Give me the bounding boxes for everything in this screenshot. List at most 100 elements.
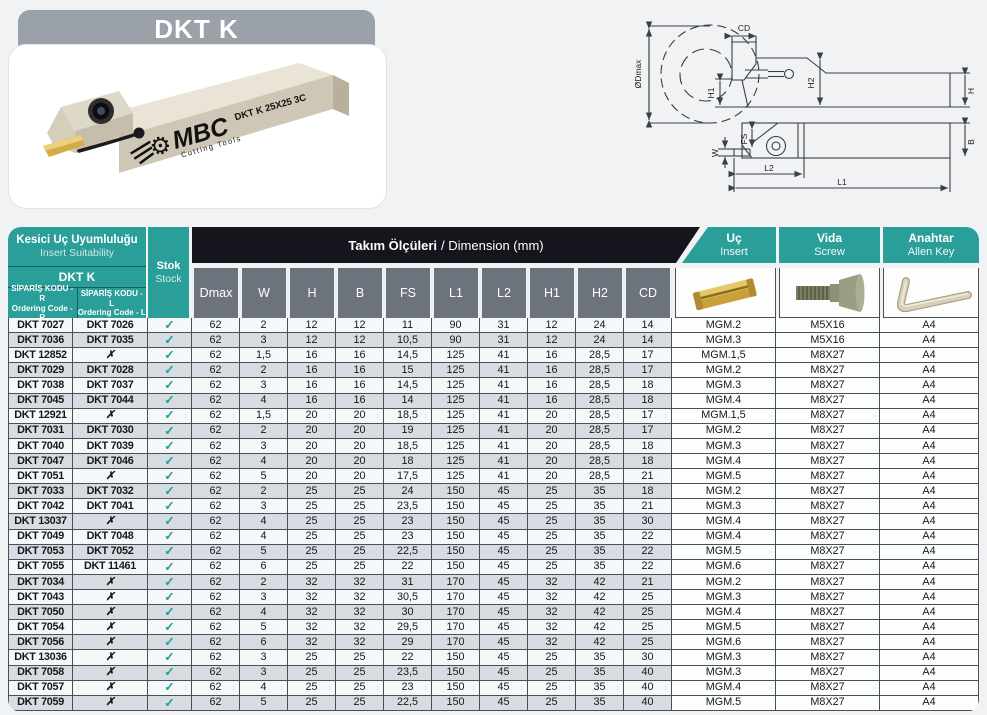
dim-label-h1: H1	[706, 87, 716, 98]
dim-h2: 28,5	[576, 378, 624, 394]
dim-b: 12	[336, 333, 384, 349]
screw-type: M8X27	[776, 544, 880, 560]
allen-key-image-cell	[883, 268, 979, 318]
dim-b: 32	[336, 620, 384, 636]
dim-dmax: 62	[192, 529, 240, 545]
stock-check: ✓	[148, 650, 192, 666]
dim-l2: 41	[480, 363, 528, 379]
dim-h: 32	[288, 605, 336, 621]
allen-key-type: A4	[880, 363, 979, 379]
insert-type: MGM.3	[672, 665, 776, 681]
dim-fs: 17,5	[384, 469, 432, 485]
dim-h1: 25	[528, 559, 576, 575]
dim-dmax: 62	[192, 635, 240, 651]
table-row: DKT 13037 ✗ ✓ 62 4 25 25 23 150 45 25 35 30 MGM.4 M8X2…	[8, 514, 979, 530]
dim-w: 6	[240, 635, 288, 651]
ordering-code-l: DKT 7028	[73, 363, 148, 379]
ordering-code-r: DKT 7050	[8, 605, 73, 621]
dim-cd: 22	[624, 559, 672, 575]
stock-check: ✓	[148, 469, 192, 485]
allen-key-type: A4	[880, 499, 979, 515]
ordering-code-r-header: SİPARİŞ KODU - R Ordering Code - R	[8, 284, 78, 322]
dim-fs: 14,5	[384, 348, 432, 364]
ordering-code-l: ✗	[73, 514, 148, 530]
screw-type: M8X27	[776, 393, 880, 409]
stock-check: ✓	[148, 635, 192, 651]
dim-cd: 30	[624, 650, 672, 666]
table-row: DKT 7031 DKT 7030 ✓ 62 2 20 20 19 125 41 20 28,5 17 M…	[8, 423, 979, 439]
dim-w: 2	[240, 423, 288, 439]
product-table: Kesici Uç Uyumluluğu Insert Suitability …	[8, 227, 979, 712]
ordering-code-r: DKT 7045	[8, 393, 73, 409]
ordering-code-r: DKT 7057	[8, 680, 73, 696]
screw-type: M5X16	[776, 318, 880, 334]
dim-cd: 17	[624, 363, 672, 379]
dim-h1: 32	[528, 605, 576, 621]
dim-l1: 150	[432, 484, 480, 500]
dim-cd: 21	[624, 499, 672, 515]
dim-l1: 170	[432, 620, 480, 636]
screw-type: M5X16	[776, 333, 880, 349]
dim-w: 2	[240, 574, 288, 590]
insert-type: MGM.4	[672, 605, 776, 621]
ordering-code-l: ✗	[73, 605, 148, 621]
dim-h1: 20	[528, 408, 576, 424]
dim-h2: 42	[576, 635, 624, 651]
wing-icon	[130, 140, 155, 165]
ordering-code-l: DKT 7048	[73, 529, 148, 545]
ordering-code-r: DKT 7034	[8, 574, 73, 590]
dim-h1: 16	[528, 348, 576, 364]
dim-cd: 17	[624, 348, 672, 364]
dim-l2: 31	[480, 318, 528, 334]
allen-key-type: A4	[880, 650, 979, 666]
allen-key-type: A4	[880, 423, 979, 439]
allen-key-type: A4	[880, 393, 979, 409]
flex-slot	[77, 132, 139, 153]
dim-dmax: 62	[192, 333, 240, 349]
dim-h1: 32	[528, 620, 576, 636]
insert-type: MGM.5	[672, 620, 776, 636]
dim-w: 4	[240, 529, 288, 545]
screw-column-header: Vida Screw	[779, 227, 880, 263]
insert-type: MGM.4	[672, 514, 776, 530]
dim-h: 25	[288, 559, 336, 575]
ordering-code-r: DKT 7053	[8, 544, 73, 560]
product-photo-card: ⚙ MBC Cutting Tools DKT K 25X25 3C	[8, 44, 387, 209]
ordering-code-r: DKT 7031	[8, 423, 73, 439]
dim-l1: 150	[432, 559, 480, 575]
dim-b: 16	[336, 378, 384, 394]
ordering-code-l: ✗	[73, 635, 148, 651]
dim-l2: 45	[480, 650, 528, 666]
allen-key-type: A4	[880, 559, 979, 575]
technical-diagram: ØDmax CD H1 H2 H FS W L2 L1 B	[633, 21, 976, 192]
dim-header-fs: FS	[386, 268, 430, 318]
table-row: DKT 7057 ✗ ✓ 62 4 25 25 23 150 45 25 35 40 MGM.4 M8X27…	[8, 680, 979, 696]
ordering-code-l: ✗	[73, 695, 148, 711]
ordering-code-headers: SİPARİŞ KODU - R Ordering Code - R SİPAR…	[8, 284, 146, 322]
dim-dmax: 62	[192, 438, 240, 454]
dim-fs: 10,5	[384, 333, 432, 349]
dim-dmax: 62	[192, 665, 240, 681]
stock-check: ✓	[148, 393, 192, 409]
dim-w: 5	[240, 544, 288, 560]
allen-key-type: A4	[880, 378, 979, 394]
ordering-code-r: DKT 7042	[8, 499, 73, 515]
ordering-code-l: ✗	[73, 650, 148, 666]
screw-type: M8X27	[776, 408, 880, 424]
stock-header: Stok Stock	[148, 227, 189, 318]
dim-l2: 45	[480, 605, 528, 621]
table-row: DKT 7038 DKT 7037 ✓ 62 3 16 16 14,5 125 41 16 28,5 1…	[8, 378, 979, 394]
table-row: DKT 12921 ✗ ✓ 62 1,5 20 20 18,5 125 41 20 28,5 17 MGM…	[8, 408, 979, 424]
dim-dmax: 62	[192, 650, 240, 666]
ordering-code-r: DKT 7036	[8, 333, 73, 349]
dim-h2: 28,5	[576, 423, 624, 439]
screw-type: M8X27	[776, 605, 880, 621]
allen-key-type: A4	[880, 680, 979, 696]
dim-cd: 25	[624, 635, 672, 651]
dim-cd: 18	[624, 438, 672, 454]
dim-header-cd: CD	[626, 268, 670, 318]
dim-h2: 35	[576, 650, 624, 666]
ordering-code-r: DKT 7040	[8, 438, 73, 454]
dim-b: 20	[336, 423, 384, 439]
stock-check: ✓	[148, 514, 192, 530]
